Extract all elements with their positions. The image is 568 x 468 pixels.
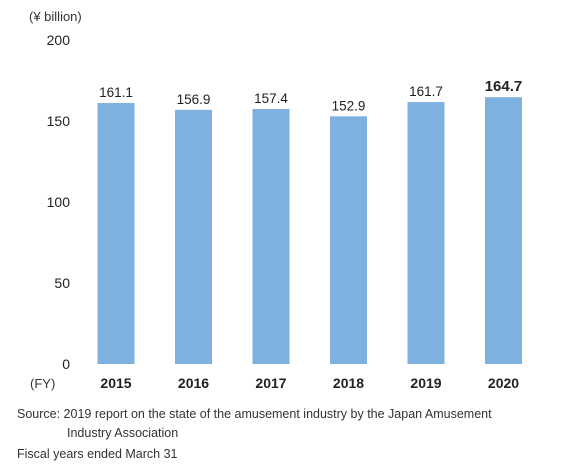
bar-value-label: 161.1 — [99, 85, 133, 100]
unit-label: (¥ billion) — [29, 9, 82, 24]
bar-value-label: 164.7 — [485, 78, 523, 95]
bar-value-label: 152.9 — [332, 98, 366, 113]
source-line-2: Industry Association — [67, 426, 179, 440]
source-note: Source: 2019 report on the state of the … — [17, 405, 492, 443]
x-tick-label: 2019 — [410, 375, 441, 391]
bar-2015 — [97, 103, 135, 364]
bar-2020 — [485, 97, 522, 364]
bar-2018 — [330, 116, 367, 364]
x-tick-label: 2020 — [488, 375, 519, 391]
bar-2016 — [175, 109, 212, 365]
source-line-1: Source: 2019 report on the state of the … — [17, 407, 492, 421]
x-tick-label: 2017 — [255, 375, 286, 391]
bar-value-label: 157.4 — [254, 91, 288, 106]
bar-2019 — [407, 102, 445, 365]
y-tick-label: 200 — [47, 32, 71, 48]
y-tick-label: 0 — [62, 356, 70, 372]
y-tick-label: 100 — [47, 194, 71, 210]
fiscal-note: Fiscal years ended March 31 — [17, 447, 178, 461]
bar-chart: 0 50 100 150 200 161.1 2015 156.9 2016 157.4 2017 1… — [30, 32, 523, 391]
y-tick-label: 50 — [54, 275, 70, 291]
bar-value-label: 161.7 — [409, 84, 443, 99]
bar-2017 — [252, 109, 290, 365]
x-axis-prefix: (FY) — [30, 376, 55, 391]
x-tick-label: 2016 — [178, 375, 209, 391]
y-tick-label: 150 — [47, 113, 71, 129]
x-tick-label: 2015 — [100, 375, 131, 391]
x-tick-label: 2018 — [333, 375, 364, 391]
bar-value-label: 156.9 — [177, 92, 211, 107]
